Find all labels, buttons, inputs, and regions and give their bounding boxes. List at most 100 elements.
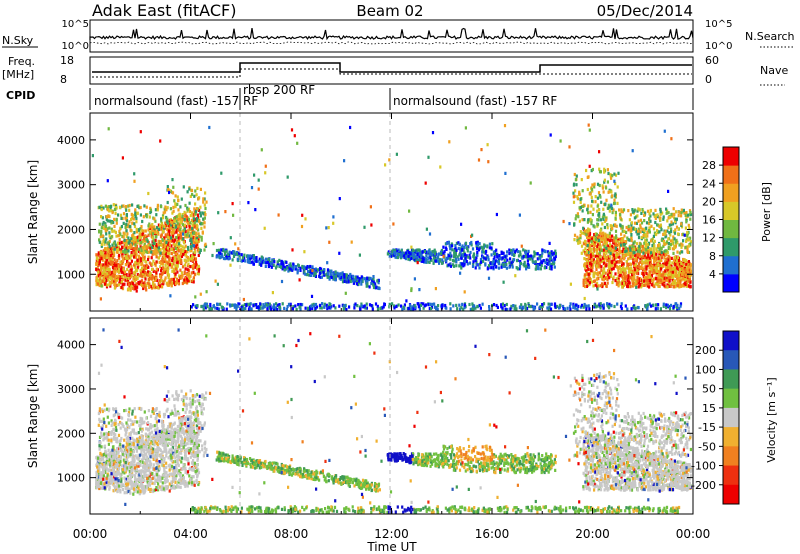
echo-cell — [198, 267, 201, 271]
echo-cell — [660, 273, 663, 277]
echo-cell — [163, 254, 166, 258]
echo-cell — [614, 279, 617, 283]
echo-cell — [462, 307, 465, 311]
echo-cell — [623, 229, 626, 233]
echo-cell — [168, 263, 171, 267]
echo-cell — [649, 209, 652, 213]
echo-cell — [103, 278, 106, 282]
echo-cell — [606, 168, 609, 172]
echo-cell — [194, 263, 197, 267]
echo-cell — [687, 260, 690, 264]
echo-cell — [320, 267, 323, 271]
echo-cell — [546, 261, 549, 266]
echo-cell — [240, 259, 243, 263]
echo-cell — [217, 251, 221, 255]
echo-cell — [676, 262, 679, 266]
echo-cell — [600, 282, 604, 286]
echo-cell — [113, 229, 116, 233]
echo-cell — [176, 278, 179, 282]
echo-cell — [191, 192, 194, 197]
echo-cell — [629, 248, 632, 252]
nsearch-tick-bottom: 10^0 — [705, 41, 732, 52]
echo-cell — [554, 254, 557, 259]
echo-cell — [276, 260, 279, 264]
echo-cell — [138, 242, 141, 246]
echo-cell — [602, 259, 605, 263]
echo-cell — [303, 270, 306, 274]
echo-cell — [666, 219, 669, 223]
echo-cell — [113, 277, 116, 281]
echo-cell — [178, 230, 182, 234]
echo-cell — [278, 263, 281, 267]
echo-cell — [271, 258, 274, 262]
echo-cell — [488, 246, 491, 250]
echo-cell — [492, 250, 495, 254]
echo-cell — [483, 243, 486, 247]
echo-cell — [437, 253, 440, 257]
echo-cell — [461, 254, 464, 258]
echo-cell — [171, 238, 174, 242]
echo-cell — [326, 306, 329, 311]
echo-cell — [436, 259, 439, 263]
echo-cell — [593, 271, 596, 275]
echo-cell — [639, 218, 642, 222]
echo-cell — [97, 268, 100, 272]
echo-cell — [523, 264, 526, 268]
echo-cell — [140, 248, 143, 252]
echo-cell — [595, 232, 599, 236]
echo-cell — [495, 265, 498, 269]
echo-cell — [224, 252, 227, 257]
echo-cell — [156, 226, 159, 230]
echo-cell — [166, 206, 169, 210]
echo-cell — [368, 303, 372, 307]
echo-cell — [198, 234, 201, 238]
echo-cell — [135, 282, 138, 286]
echo-cell — [122, 231, 125, 235]
echo-cell — [656, 306, 659, 311]
echo-cell — [117, 267, 120, 271]
echo-cell — [166, 283, 169, 287]
echo-cell — [142, 286, 145, 291]
echo-cell — [100, 230, 103, 234]
echo-cell — [199, 211, 202, 215]
echo-cell — [149, 243, 152, 247]
echo-cell — [648, 281, 652, 285]
echo-cell — [603, 180, 606, 184]
echo-cell — [590, 258, 594, 262]
echo-cell — [627, 274, 630, 278]
echo-cell — [313, 269, 316, 273]
echo-cell — [531, 259, 534, 263]
echo-cell — [456, 307, 459, 311]
echo-cell — [617, 240, 620, 244]
echo-cell — [637, 207, 640, 211]
echo-cell — [657, 269, 660, 274]
echo-cell — [587, 251, 590, 255]
echo-cell — [119, 213, 123, 217]
echo-cell — [130, 268, 133, 272]
echo-cell — [550, 264, 553, 269]
echo-cell — [187, 274, 190, 278]
echo-cell — [155, 271, 158, 275]
echo-cell — [649, 278, 652, 282]
echo-cell — [504, 255, 507, 259]
echo-cell — [256, 259, 259, 263]
echo-cell — [652, 263, 655, 267]
echo-cell — [133, 285, 136, 290]
echo-cell — [630, 233, 633, 237]
echo-cell — [109, 284, 112, 288]
echo-cell — [660, 250, 663, 254]
echo-cell — [165, 254, 168, 258]
echo-cell — [491, 242, 494, 246]
echo-cell — [490, 253, 493, 257]
echo-cell — [646, 209, 650, 213]
echo-cell — [592, 207, 595, 211]
echo-cell — [283, 265, 286, 269]
echo-cell — [206, 305, 209, 309]
echo-cell — [139, 213, 142, 217]
echo-cell — [537, 264, 540, 268]
echo-cell — [593, 305, 596, 309]
echo-cell — [99, 250, 102, 254]
echo-cell — [423, 249, 426, 253]
echo-cell — [100, 256, 103, 261]
